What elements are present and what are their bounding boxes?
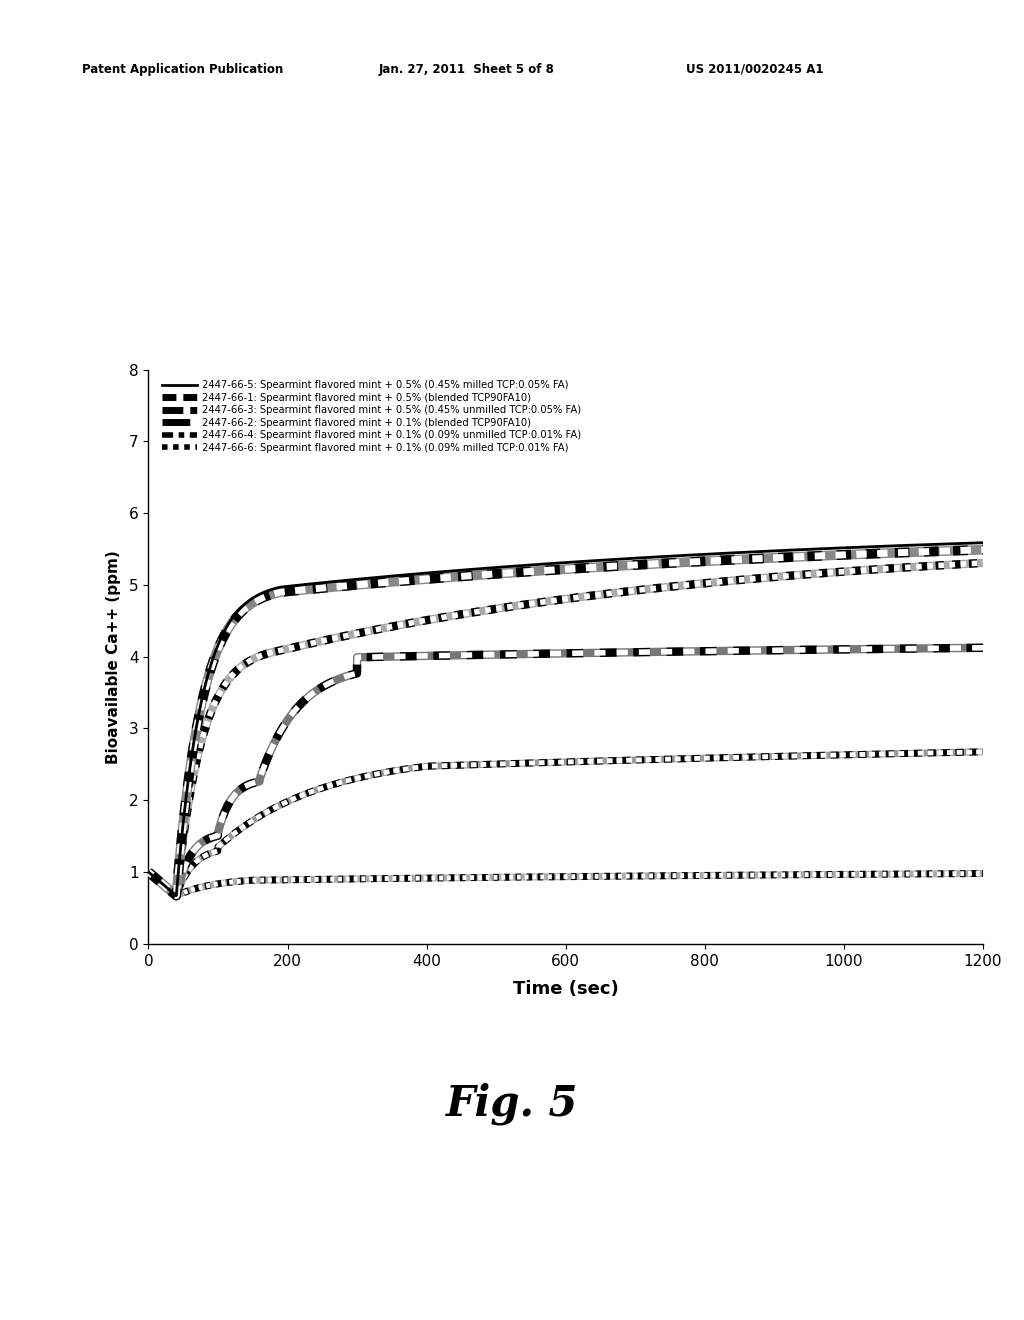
Text: Patent Application Publication: Patent Application Publication [82, 62, 284, 75]
Text: Fig. 5: Fig. 5 [445, 1082, 579, 1125]
X-axis label: Time (sec): Time (sec) [513, 979, 618, 998]
Text: US 2011/0020245 A1: US 2011/0020245 A1 [686, 62, 823, 75]
Text: Jan. 27, 2011  Sheet 5 of 8: Jan. 27, 2011 Sheet 5 of 8 [379, 62, 555, 75]
Legend: 2447-66-5: Spearmint flavored mint + 0.5% (0.45% milled TCP:0.05% FA), 2447-66-1: 2447-66-5: Spearmint flavored mint + 0.5… [162, 380, 581, 453]
Y-axis label: Bioavailable Ca++ (ppm): Bioavailable Ca++ (ppm) [105, 550, 121, 763]
